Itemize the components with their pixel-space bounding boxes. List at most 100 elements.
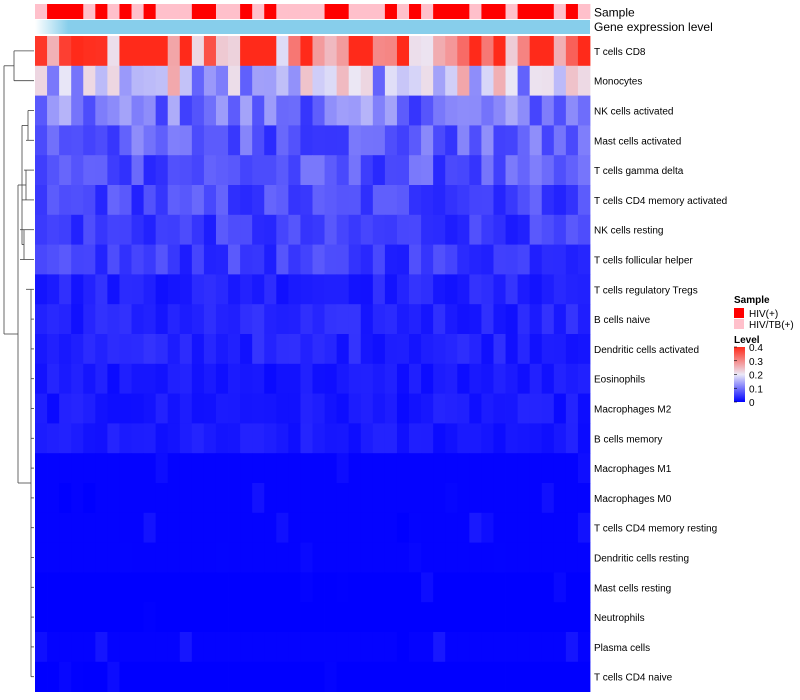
heatmap-cell xyxy=(191,155,205,186)
heatmap-cell xyxy=(324,512,338,543)
heatmap-cell xyxy=(240,483,253,514)
heatmap-cell xyxy=(372,483,386,514)
heatmap-cell xyxy=(348,483,362,514)
heatmap-cell xyxy=(215,661,229,692)
heatmap-cell xyxy=(264,155,277,186)
heatmap-cell xyxy=(553,542,567,573)
heatmap-cell xyxy=(324,334,338,365)
heatmap-cell xyxy=(288,453,301,484)
heatmap-cell xyxy=(203,393,217,424)
heatmap-cell xyxy=(83,393,96,424)
heatmap-cell xyxy=(252,572,265,603)
heatmap-cell xyxy=(107,542,120,573)
heatmap-cell xyxy=(119,602,132,633)
heatmap-cell xyxy=(167,363,181,394)
heatmap-cell xyxy=(59,244,72,275)
heatmap-cell xyxy=(396,244,410,275)
heatmap-cell xyxy=(457,661,470,692)
heatmap-cell xyxy=(252,304,265,335)
heatmap-cell xyxy=(119,363,132,394)
heatmap-cell xyxy=(481,393,494,424)
heatmap-cell xyxy=(457,304,470,335)
heatmap-cell xyxy=(83,214,96,245)
heatmap-cell xyxy=(47,155,60,186)
heatmap-cell xyxy=(421,512,434,543)
heatmap-cell xyxy=(252,155,265,186)
heatmap-cell xyxy=(167,125,181,156)
sample-cell xyxy=(505,4,519,19)
heatmap-cell xyxy=(336,453,350,484)
heatmap-cell xyxy=(541,661,555,692)
heatmap-cell xyxy=(240,632,253,663)
heatmap-cell xyxy=(276,304,289,335)
heatmap-cell xyxy=(384,393,398,424)
heatmap-cell xyxy=(119,36,132,67)
heatmap-cell xyxy=(348,304,362,335)
heatmap-cell xyxy=(143,304,157,335)
heatmap-cell xyxy=(360,363,374,394)
heatmap-cell xyxy=(396,95,410,126)
heatmap-cell xyxy=(167,185,181,216)
heatmap-cell xyxy=(409,453,422,484)
heatmap-cell xyxy=(35,423,48,454)
sample-cell xyxy=(529,4,543,19)
heatmap-cell xyxy=(240,185,253,216)
heatmap-cell xyxy=(167,393,181,424)
heatmap-cell xyxy=(179,363,193,394)
heatmap-cell xyxy=(191,274,205,305)
heatmap-cell xyxy=(433,65,446,96)
heatmap-cell xyxy=(215,542,229,573)
heatmap-cell xyxy=(95,632,108,663)
heatmap-cell xyxy=(276,244,289,275)
heatmap-cell xyxy=(457,542,470,573)
heatmap-cell xyxy=(421,453,434,484)
heatmap-cell xyxy=(71,274,84,305)
sample-cell xyxy=(203,4,217,19)
heatmap-cell xyxy=(35,36,48,67)
heatmap-cell xyxy=(95,483,108,514)
heatmap-cell xyxy=(59,453,72,484)
heatmap-cell xyxy=(445,632,458,663)
heatmap-cell xyxy=(312,542,325,573)
heatmap-cell xyxy=(312,512,325,543)
heatmap-cell xyxy=(300,36,313,67)
heatmap-cell xyxy=(276,185,289,216)
heatmap-cell xyxy=(505,36,519,67)
heatmap-cell xyxy=(252,65,265,96)
heatmap-cell xyxy=(372,214,386,245)
heatmap-cell xyxy=(553,125,567,156)
heatmap-cell xyxy=(47,512,60,543)
heatmap-cell xyxy=(71,155,84,186)
heatmap-cell xyxy=(529,155,543,186)
heatmap-cell xyxy=(95,214,108,245)
heatmap-cell xyxy=(565,36,579,67)
heatmap-cell xyxy=(421,602,434,633)
heatmap-cell xyxy=(505,542,519,573)
sample-cell xyxy=(264,4,277,19)
heatmap-cell xyxy=(396,304,410,335)
heatmap-cell xyxy=(35,661,48,692)
heatmap-cell xyxy=(59,661,72,692)
heatmap-cell xyxy=(240,453,253,484)
sample-cell xyxy=(396,4,410,19)
heatmap-cell xyxy=(348,542,362,573)
heatmap-cell xyxy=(83,512,96,543)
heatmap-cell xyxy=(396,661,410,692)
sample-cell xyxy=(553,4,567,19)
heatmap-cell xyxy=(445,512,458,543)
heatmap-cell xyxy=(191,393,205,424)
heatmap-cell xyxy=(155,542,169,573)
heatmap-cell xyxy=(276,661,289,692)
heatmap-cell xyxy=(203,632,217,663)
heatmap-cell xyxy=(384,65,398,96)
heatmap-cell xyxy=(264,36,277,67)
heatmap-cell xyxy=(445,334,458,365)
heatmap-cell xyxy=(71,185,84,216)
heatmap-cell xyxy=(372,393,386,424)
heatmap-cell xyxy=(95,36,108,67)
heatmap-cell xyxy=(252,632,265,663)
heatmap-cell xyxy=(348,244,362,275)
heatmap-cell xyxy=(312,661,325,692)
heatmap-cell xyxy=(107,304,120,335)
heatmap-cell xyxy=(312,244,325,275)
